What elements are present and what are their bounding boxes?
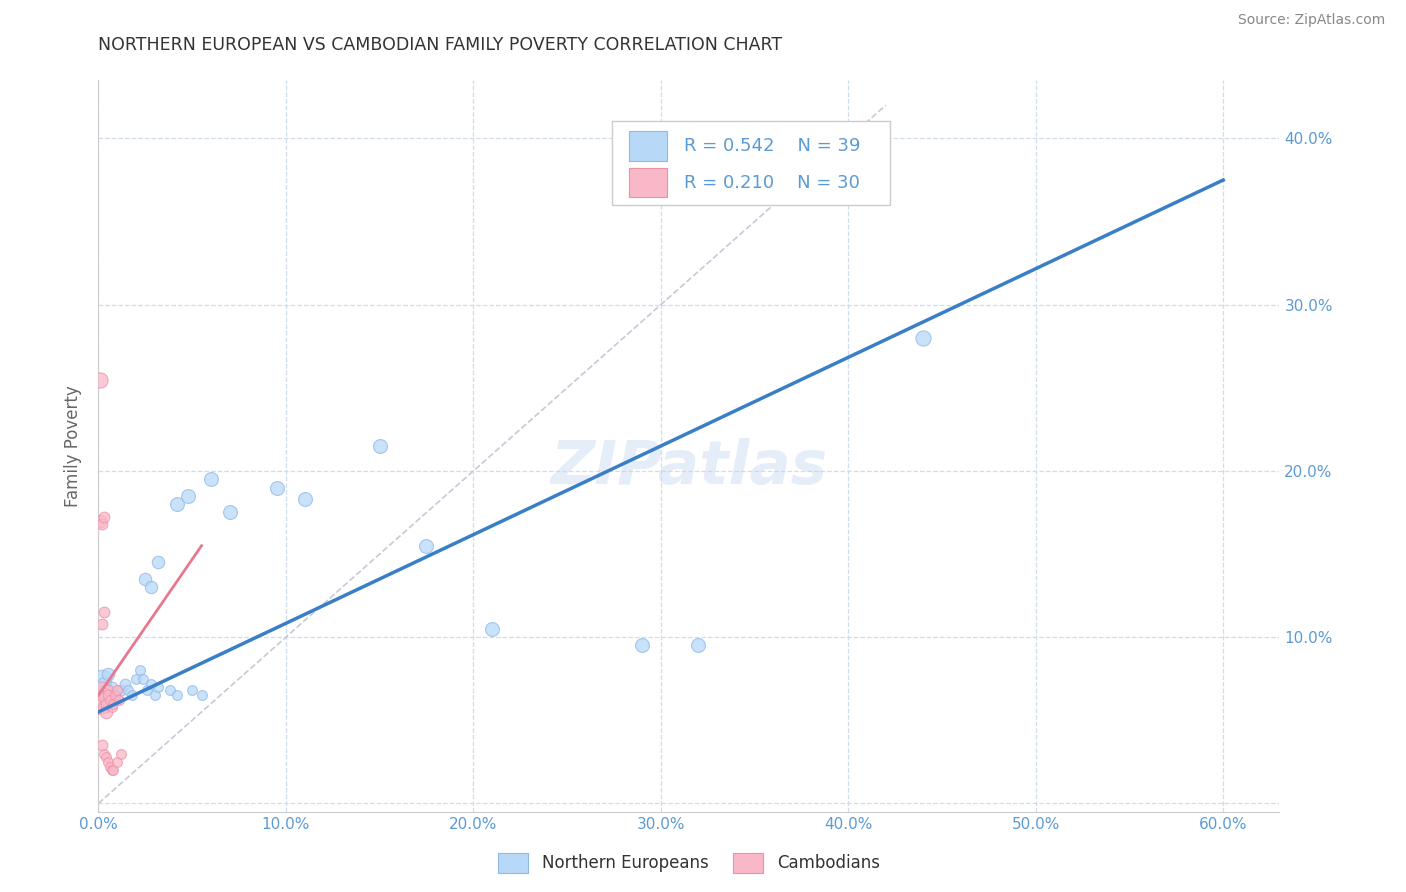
Point	[136, 683, 159, 698]
Text: R = 0.210    N = 30: R = 0.210 N = 30	[685, 174, 860, 192]
Point	[121, 689, 143, 703]
Point	[105, 755, 128, 769]
Point	[91, 738, 114, 752]
Point	[103, 763, 125, 777]
Point	[93, 747, 115, 761]
Point	[294, 492, 316, 507]
Legend: Northern Europeans, Cambodians: Northern Europeans, Cambodians	[498, 853, 880, 873]
Point	[415, 539, 437, 553]
Point	[114, 676, 136, 690]
Point	[93, 605, 115, 619]
Point	[631, 639, 654, 653]
Point	[93, 689, 115, 703]
FancyBboxPatch shape	[612, 120, 890, 204]
Point	[97, 689, 120, 703]
Point	[266, 481, 288, 495]
Point	[117, 683, 139, 698]
Point	[148, 680, 170, 694]
Bar	[628, 168, 666, 197]
Point	[200, 472, 222, 486]
Point	[103, 697, 125, 711]
Point	[98, 760, 121, 774]
Point	[134, 572, 156, 586]
Point	[98, 693, 121, 707]
Point	[125, 672, 148, 686]
Point	[166, 689, 188, 703]
Point	[181, 683, 204, 698]
Point	[103, 689, 125, 703]
Point	[100, 680, 122, 694]
Point	[97, 683, 120, 698]
Point	[177, 489, 200, 503]
Text: Source: ZipAtlas.com: Source: ZipAtlas.com	[1237, 13, 1385, 28]
Point	[105, 691, 128, 706]
Point	[93, 700, 115, 714]
Point	[688, 639, 710, 653]
Point	[143, 689, 166, 703]
Text: R = 0.542    N = 39: R = 0.542 N = 39	[685, 137, 860, 155]
Point	[94, 749, 117, 764]
Point	[110, 683, 132, 698]
Point	[105, 683, 128, 698]
Y-axis label: Family Poverty: Family Poverty	[65, 385, 83, 507]
Point	[218, 506, 240, 520]
Point	[94, 683, 117, 698]
Text: ZIPatlas: ZIPatlas	[550, 439, 828, 498]
Point	[94, 705, 117, 719]
Point	[100, 763, 122, 777]
Point	[139, 676, 162, 690]
Point	[100, 700, 122, 714]
Point	[91, 517, 114, 532]
Point	[159, 683, 181, 698]
Point	[97, 666, 120, 681]
Point	[368, 439, 391, 453]
Point	[110, 747, 132, 761]
Point	[104, 689, 127, 703]
Point	[166, 497, 188, 511]
Point	[97, 755, 120, 769]
Bar	[628, 131, 666, 161]
Text: NORTHERN EUROPEAN VS CAMBODIAN FAMILY POVERTY CORRELATION CHART: NORTHERN EUROPEAN VS CAMBODIAN FAMILY PO…	[98, 36, 783, 54]
Point	[89, 372, 111, 386]
Point	[132, 672, 155, 686]
Point	[481, 622, 503, 636]
Point	[93, 676, 115, 690]
Point	[139, 580, 162, 594]
Point	[91, 683, 114, 698]
Point	[89, 697, 111, 711]
Point	[93, 510, 115, 524]
Point	[148, 555, 170, 569]
Point	[128, 664, 150, 678]
Point	[91, 693, 114, 707]
Point	[98, 689, 121, 703]
Point	[108, 693, 131, 707]
Point	[752, 169, 775, 184]
Point	[94, 697, 117, 711]
Point	[912, 331, 935, 345]
Point	[91, 616, 114, 631]
Point	[91, 672, 114, 686]
Point	[89, 514, 111, 528]
Point	[190, 689, 212, 703]
